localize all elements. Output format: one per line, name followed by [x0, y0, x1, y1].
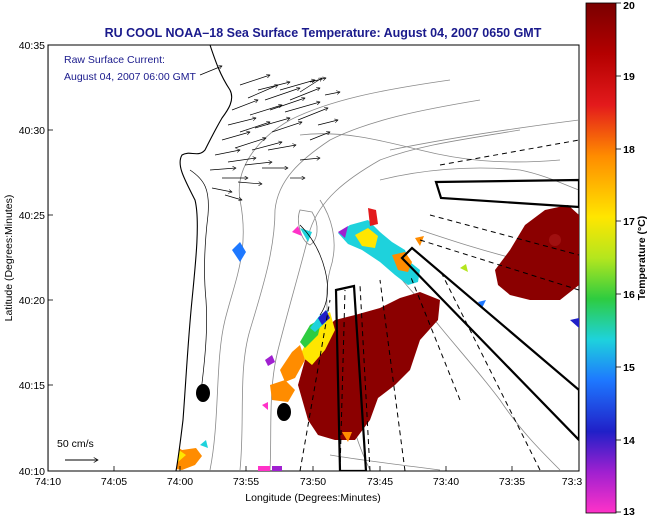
inner-coastline [189, 169, 209, 401]
y-tick-label: 40:20 [19, 295, 45, 307]
y-tick-labels: 40:35 40:30 40:25 40:20 40:15 40:10 [19, 40, 45, 478]
x-tick-label: 73:55 [233, 476, 259, 488]
colorbar-tick-label: 20 [623, 0, 635, 12]
colorbar-tick-label: 18 [623, 144, 635, 156]
coastline [48, 45, 233, 471]
x-tick-label: 74:05 [101, 476, 127, 488]
x-tick-label: 73:40 [433, 476, 459, 488]
x-tick-label: 74:10 [35, 476, 61, 488]
current-label-line1: Raw Surface Current: [64, 54, 165, 66]
x-tick-label: 73:3 [562, 476, 583, 488]
station-marker [277, 403, 291, 421]
colorbar-tick-labels: 20 19 18 17 16 15 14 13 [623, 0, 635, 518]
y-tick-label: 40:30 [19, 125, 45, 137]
y-ticks [48, 44, 53, 472]
colorbar-label: Temperature (°C) [636, 216, 648, 301]
colorbar [585, 2, 617, 514]
beam-outlines [334, 178, 579, 471]
colorbar-tick-label: 13 [623, 506, 635, 518]
x-ticks [47, 466, 513, 471]
x-tick-label: 73:45 [367, 476, 393, 488]
station-marker [196, 384, 210, 402]
current-vectors [199, 66, 340, 200]
colorbar-tick-label: 14 [623, 435, 635, 447]
scale-label: 50 cm/s [57, 438, 94, 450]
sst-patches [160, 205, 579, 471]
y-tick-label: 40:35 [19, 40, 45, 52]
chart-title: RU COOL NOAA–18 Sea Surface Temperature:… [105, 26, 542, 40]
colorbar-tick-label: 19 [623, 71, 635, 83]
barrier-spit [299, 224, 328, 316]
colorbar-ticks [616, 2, 621, 513]
x-axis-label: Longitude (Degrees:Minutes) [245, 492, 380, 504]
y-tick-label: 40:15 [19, 380, 45, 392]
y-axis-label: Latitude (Degrees:Minutes) [3, 195, 15, 322]
x-tick-labels: 74:10 74:05 74:00 73:55 73:50 73:45 73:4… [35, 476, 583, 488]
x-tick-label: 74:00 [167, 476, 193, 488]
x-tick-label: 73:35 [499, 476, 525, 488]
colorbar-tick-label: 17 [623, 216, 635, 228]
colorbar-tick-label: 15 [623, 362, 635, 374]
bathymetry-contours [209, 79, 579, 471]
x-tick-label: 73:50 [300, 476, 326, 488]
y-tick-label: 40:25 [19, 210, 45, 222]
radial-dashed-lines [299, 139, 579, 471]
colorbar-tick-label: 16 [623, 289, 635, 301]
y-tick-label: 40:10 [19, 466, 45, 478]
current-label-line2: August 04, 2007 06:00 GMT [64, 71, 197, 83]
